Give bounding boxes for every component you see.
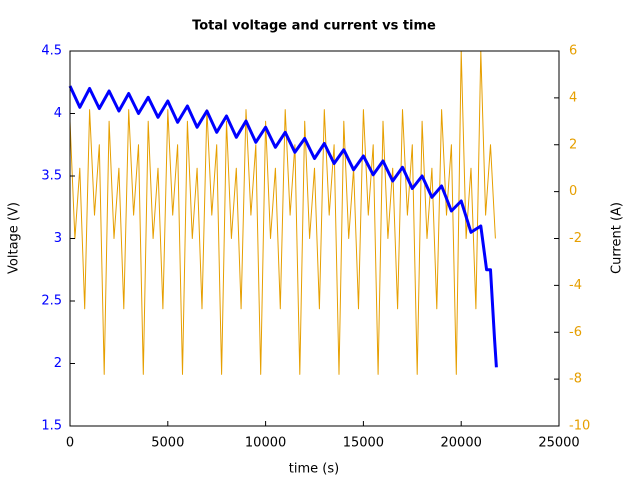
y-tick-label: 1.5 xyxy=(41,419,62,434)
y2-tick-label: -2 xyxy=(569,231,582,246)
x-tick-label: 25000 xyxy=(538,436,579,451)
y-axis-label: Voltage (V) xyxy=(7,202,22,274)
x-tick-label: 0 xyxy=(66,436,74,451)
x-tick-label: 10000 xyxy=(245,436,286,451)
x-tick-label: 20000 xyxy=(441,436,482,451)
y2-tick-label: -8 xyxy=(569,372,582,387)
y-tick-label: 4 xyxy=(54,106,62,121)
x-axis-label: time (s) xyxy=(289,462,339,477)
y-tick-label: 2 xyxy=(54,356,62,371)
y2-tick-label: 0 xyxy=(569,184,577,199)
series-line xyxy=(69,50,496,375)
y2-axis-label: Current (A) xyxy=(610,202,625,274)
y2-tick-label: -4 xyxy=(569,278,582,293)
x-tick-label: 15000 xyxy=(343,436,384,451)
chart-title: Total voltage and current vs time xyxy=(192,19,436,34)
x-tick-label: 5000 xyxy=(151,436,184,451)
y-tick-label: 4.5 xyxy=(41,44,62,59)
y-tick-label: 3.5 xyxy=(41,169,62,184)
y2-tick-label: 6 xyxy=(569,44,577,59)
y-tick-label: 3 xyxy=(54,231,62,246)
y2-tick-label: 4 xyxy=(569,90,577,105)
y-tick-label: 2.5 xyxy=(41,294,62,309)
y2-tick-label: -10 xyxy=(569,419,590,434)
y2-tick-label: 2 xyxy=(569,137,577,152)
y2-tick-label: -6 xyxy=(569,325,582,340)
series-line xyxy=(68,85,498,368)
